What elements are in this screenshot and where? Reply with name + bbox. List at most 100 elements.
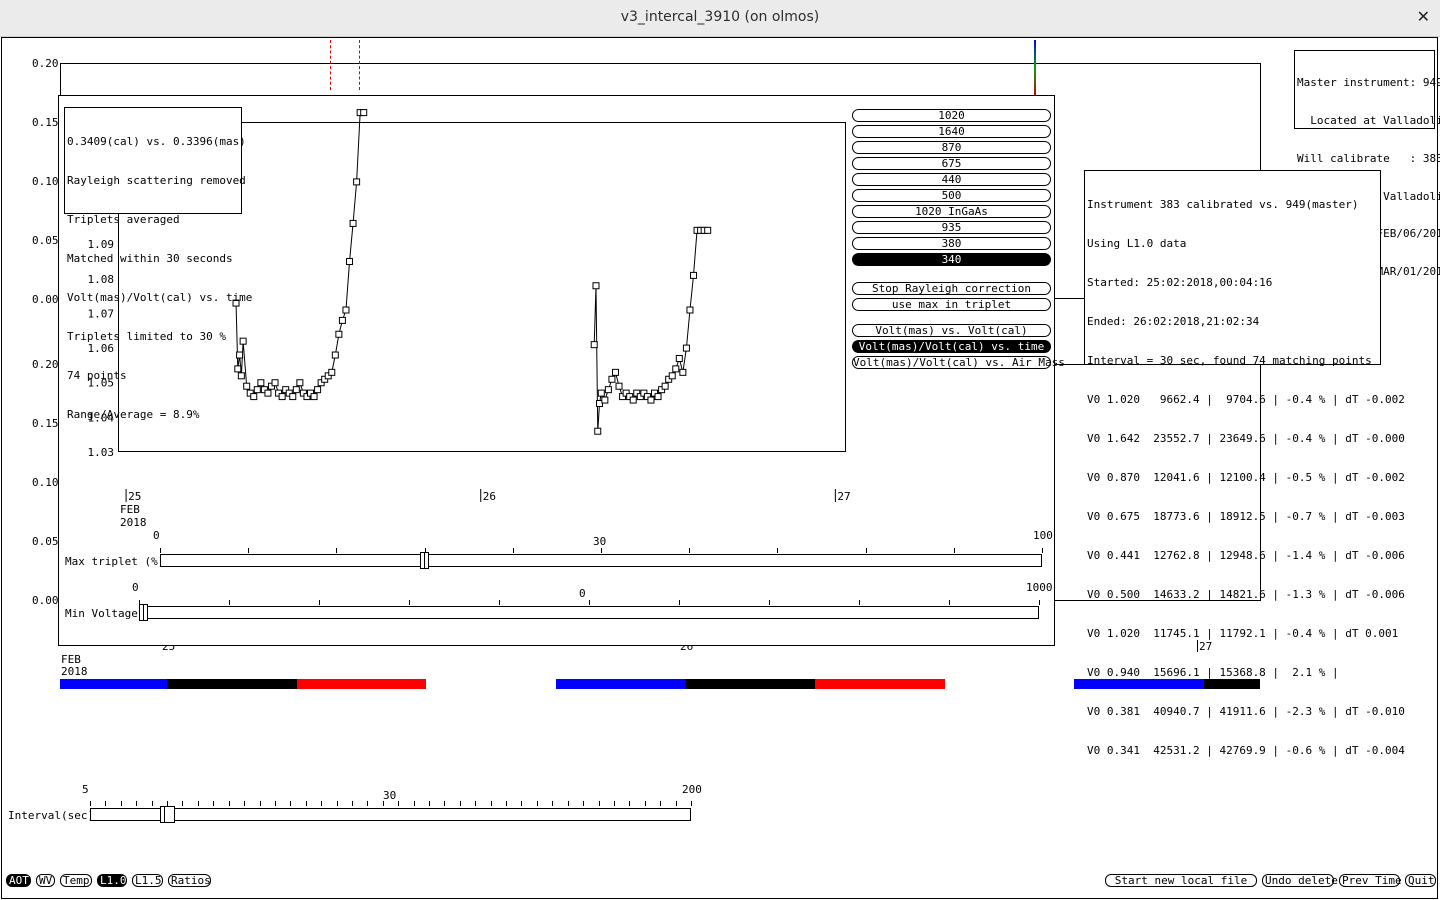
bg-yaxis-tick-label: 0.10: [32, 476, 59, 489]
info-line: Matched within 30 seconds: [67, 252, 233, 265]
slider-tick: [367, 801, 369, 806]
plot-mode-ratio-vs-airmass[interactable]: Volt(mas)/Volt(cal) vs. Air Mass: [852, 356, 1065, 369]
undo-delete-button[interactable]: Undo delete: [1262, 874, 1338, 887]
slider-tick: [691, 801, 692, 806]
slider-tick: [90, 801, 91, 806]
master-line: Master instrument: 949: [1297, 76, 1440, 90]
wv-button[interactable]: WV: [36, 874, 55, 887]
l15-button[interactable]: L1.5: [132, 874, 163, 887]
slider-tick: [777, 548, 779, 553]
bg-yaxis-tick-label: 0.05: [32, 535, 59, 548]
slider-tick: [429, 801, 431, 806]
max-triplet-label: Max triplet (%): [65, 555, 165, 568]
wavelength-button-675[interactable]: 675: [852, 157, 1051, 170]
wavelength-button-380[interactable]: 380: [852, 237, 1051, 250]
slider-tick: [475, 801, 477, 806]
chart-point: [690, 271, 698, 279]
min-voltage-slider-thumb[interactable]: [138, 604, 148, 621]
chart-point: [686, 306, 694, 314]
chart-point: [615, 382, 623, 390]
interval-label: Interval(sec): [8, 809, 95, 822]
info-line: Volt(mas)/Volt(cal) vs. time: [67, 291, 253, 304]
chart-point: [661, 382, 669, 390]
wavelength-button-500[interactable]: 500: [852, 189, 1051, 202]
summary-line: V0 0.441 12762.8 | 12948.6 | -1.4 % | dT…: [1087, 549, 1405, 562]
slider-tick: [679, 600, 680, 605]
chart-point: [346, 258, 354, 266]
bg-marker-line: [330, 40, 331, 90]
chart-x-month-label: FEB: [120, 503, 140, 516]
plot-info-box: 0.3409(cal) vs. 0.3396(mas) Rayleigh sca…: [64, 107, 252, 421]
chart-point: [360, 109, 368, 117]
wavelength-button-1640[interactable]: 1640: [852, 125, 1051, 138]
master-instrument-box: Master instrument: 949 Located at Vallad…: [1294, 50, 1440, 278]
chart-point: [675, 354, 683, 362]
summary-line: V0 1.020 11745.1 | 11792.1 | -0.4 % | dT…: [1087, 627, 1399, 640]
chart-point: [292, 386, 300, 394]
prev-time-button[interactable]: Prev Time: [1339, 874, 1402, 887]
slider-tick: [521, 801, 523, 806]
slider-tick: [490, 801, 492, 806]
interval-mid: 30: [383, 789, 397, 802]
summary-line: V0 0.500 14633.2 | 14821.6 | -1.3 % | dT…: [1087, 588, 1405, 601]
temp-button[interactable]: Temp: [60, 874, 92, 887]
slider-tick: [506, 801, 508, 806]
aot-button[interactable]: AOT: [6, 874, 31, 887]
wavelength-button-340[interactable]: 340: [852, 253, 1051, 266]
summary-line: Started: 25:02:2018,00:04:16: [1087, 276, 1273, 289]
info-line: 74 points: [67, 369, 127, 382]
use-max-triplet-button[interactable]: use max in triplet: [852, 298, 1051, 311]
close-icon[interactable]: ✕: [1416, 7, 1430, 26]
max-triplet-slider[interactable]: [160, 554, 1042, 567]
slider-tick: [424, 548, 426, 553]
chart-point: [310, 393, 318, 401]
wavelength-button-1020[interactable]: 1020: [852, 109, 1051, 122]
window-title: v3_intercal_3910 (on olmos): [620, 9, 820, 25]
interval-slider[interactable]: [90, 808, 691, 821]
chart-point: [647, 396, 655, 404]
plot-mode-volt-vs-volt[interactable]: Volt(mas) vs. Volt(cal): [852, 324, 1051, 337]
slider-tick: [105, 801, 107, 806]
max-triplet-slider-thumb[interactable]: [420, 552, 430, 569]
bg-month-label: FEB: [61, 653, 81, 666]
summary-line: V0 0.675 18773.6 | 18912.5 | -0.7 % | dT…: [1087, 510, 1405, 523]
summary-line: V0 1.020 9662.4 | 9704.6 | -0.4 % | dT -…: [1087, 393, 1405, 406]
stop-rayleigh-button[interactable]: Stop Rayleigh correction: [852, 282, 1051, 295]
slider-tick: [244, 801, 246, 806]
bg-yaxis-tick-label: 0.15: [32, 116, 59, 129]
chart-point: [239, 337, 247, 345]
wavelength-button-870[interactable]: 870: [852, 141, 1051, 154]
quit-button[interactable]: Quit: [1405, 874, 1436, 887]
slider-tick: [336, 801, 338, 806]
slider-tick: [409, 600, 410, 605]
plot-mode-ratio-vs-time[interactable]: Volt(mas)/Volt(cal) vs. time: [852, 340, 1051, 353]
slider-tick: [865, 548, 867, 553]
chart-point: [682, 344, 690, 352]
ratios-button[interactable]: Ratios: [168, 874, 211, 887]
start-new-local-file-button[interactable]: Start new local file: [1105, 874, 1257, 887]
summary-line: Ended: 26:02:2018,21:02:34: [1087, 315, 1260, 328]
wavelength-button-440[interactable]: 440: [852, 173, 1051, 186]
chart-point: [353, 178, 361, 186]
l10-button[interactable]: L1.0: [97, 874, 127, 887]
app-frame: [1, 37, 1438, 899]
max-triplet-max: 100: [1033, 529, 1053, 542]
min-voltage-slider[interactable]: [139, 606, 1039, 619]
slider-tick: [136, 801, 138, 806]
wavelength-button-1020-ingaas[interactable]: 1020 InGaAs: [852, 205, 1051, 218]
chart-point: [592, 282, 600, 290]
summary-line: V0 1.642 23552.7 | 23649.6 | -0.4 % | dT…: [1087, 432, 1405, 445]
chart-point: [342, 306, 350, 314]
chart-point: [328, 368, 336, 376]
interval-slider-thumb[interactable]: [159, 806, 175, 823]
chart-point: [349, 219, 357, 227]
slider-tick: [859, 600, 860, 605]
slider-tick: [567, 801, 569, 806]
connector-line: [1055, 364, 1084, 365]
slider-tick: [382, 801, 384, 806]
bg-yaxis-tick-label: 0.00: [32, 594, 59, 607]
chart-y-tick-label: 1.09: [88, 238, 115, 251]
wavelength-button-935[interactable]: 935: [852, 221, 1051, 234]
chart-point: [594, 427, 602, 435]
calibration-summary-box: Instrument 383 calibrated vs. 949(master…: [1084, 170, 1405, 757]
